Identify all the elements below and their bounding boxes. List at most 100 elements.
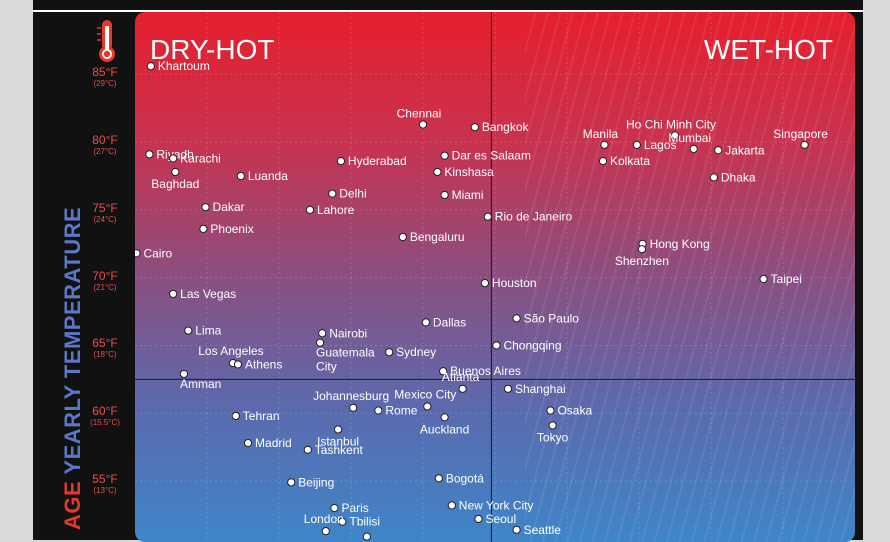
- data-point[interactable]: [386, 349, 393, 356]
- top-border: [33, 0, 863, 12]
- data-point[interactable]: [481, 279, 488, 286]
- data-point[interactable]: [363, 533, 370, 540]
- data-point[interactable]: [715, 147, 722, 154]
- thermometer-icon: [96, 18, 118, 64]
- data-point-label: Amman: [180, 377, 221, 391]
- quadrant-label-dry-hot: DRY-HOT: [150, 34, 274, 66]
- data-point[interactable]: [434, 168, 441, 175]
- data-point[interactable]: [319, 330, 326, 337]
- data-point[interactable]: [419, 121, 426, 128]
- data-point[interactable]: [288, 479, 295, 486]
- data-point-label: Tehran: [243, 409, 280, 423]
- y-tick-label: 60°F(15.5°C): [80, 405, 130, 427]
- data-point-label: Manila: [583, 127, 619, 141]
- data-point[interactable]: [448, 502, 455, 509]
- data-point-label: Houston: [492, 276, 537, 290]
- data-point[interactable]: [504, 385, 511, 392]
- data-point[interactable]: [435, 475, 442, 482]
- data-point[interactable]: [549, 422, 556, 429]
- data-point[interactable]: [170, 155, 177, 162]
- data-point[interactable]: [599, 158, 606, 165]
- data-point[interactable]: [135, 250, 140, 257]
- data-point[interactable]: [244, 439, 251, 446]
- data-point[interactable]: [234, 361, 241, 368]
- data-point[interactable]: [441, 152, 448, 159]
- data-point-label: Tbilisi: [349, 515, 380, 529]
- data-point[interactable]: [601, 141, 608, 148]
- y-tick-fahrenheit: 80°F: [80, 134, 130, 147]
- data-point-label: Jakarta: [725, 143, 765, 157]
- data-point-label: Johannesburg: [313, 389, 389, 403]
- data-point[interactable]: [304, 446, 311, 453]
- data-point[interactable]: [760, 275, 767, 282]
- data-point[interactable]: [337, 158, 344, 165]
- data-point[interactable]: [146, 151, 153, 158]
- data-point[interactable]: [329, 190, 336, 197]
- data-point-label: Dhaka: [721, 170, 756, 184]
- data-point[interactable]: [493, 342, 500, 349]
- y-tick-label: 65°F(18°C): [80, 337, 130, 359]
- y-tick-label: 85°F(29°C): [80, 66, 130, 88]
- data-point-label: Hyderabad: [348, 154, 407, 168]
- data-point-label: Seoul: [485, 512, 516, 526]
- data-point[interactable]: [690, 145, 697, 152]
- data-point-label: Chongqing: [503, 338, 561, 352]
- data-point-label: Lahore: [317, 203, 355, 217]
- data-point[interactable]: [350, 404, 357, 411]
- data-point-label: Cairo: [143, 246, 172, 260]
- data-point[interactable]: [471, 124, 478, 131]
- data-point[interactable]: [801, 141, 808, 148]
- data-point[interactable]: [710, 174, 717, 181]
- data-point[interactable]: [475, 515, 482, 522]
- data-point[interactable]: [441, 414, 448, 421]
- data-point[interactable]: [422, 319, 429, 326]
- data-point[interactable]: [484, 213, 491, 220]
- data-point[interactable]: [547, 407, 554, 414]
- data-point-label: New York City: [459, 498, 534, 512]
- data-point[interactable]: [441, 191, 448, 198]
- data-point-label: Rio de Janeiro: [495, 210, 573, 224]
- data-point-label: Lima: [195, 324, 221, 338]
- data-point[interactable]: [202, 204, 209, 211]
- data-point-label: Rome: [385, 404, 417, 418]
- y-tick-fahrenheit: 60°F: [80, 405, 130, 418]
- y-tick-label: 70°F(21°C): [80, 270, 130, 292]
- data-point[interactable]: [232, 412, 239, 419]
- data-point-label: Osaka: [557, 404, 592, 418]
- data-point-label: Las Vegas: [180, 287, 236, 301]
- data-point-label: Dakar: [213, 200, 245, 214]
- data-point-label: Atlanta: [442, 370, 480, 384]
- data-point[interactable]: [200, 225, 207, 232]
- y-tick-label: 55°F(13°C): [80, 473, 130, 495]
- data-point[interactable]: [306, 206, 313, 213]
- data-point[interactable]: [399, 233, 406, 240]
- data-point-label: Tashkent: [315, 443, 364, 457]
- data-point[interactable]: [513, 315, 520, 322]
- y-tick-fahrenheit: 55°F: [80, 473, 130, 486]
- y-tick-celsius: (13°C): [80, 486, 130, 495]
- data-point[interactable]: [331, 505, 338, 512]
- quadrant-label-wet-hot: WET-HOT: [704, 34, 833, 66]
- data-point-label: Kinshasa: [444, 165, 494, 179]
- data-point-label: Ho Chi Minh City: [626, 117, 716, 131]
- data-point[interactable]: [322, 528, 329, 535]
- data-point[interactable]: [424, 403, 431, 410]
- data-point[interactable]: [172, 168, 179, 175]
- data-point[interactable]: [334, 426, 341, 433]
- data-point-label: Delhi: [339, 187, 366, 201]
- data-point-label: Bogotá: [446, 471, 484, 485]
- data-point[interactable]: [633, 141, 640, 148]
- data-point[interactable]: [375, 407, 382, 414]
- y-tick-celsius: (15.5°C): [80, 418, 130, 427]
- data-point-label: Bangkok: [482, 120, 530, 134]
- data-point[interactable]: [237, 172, 244, 179]
- data-point-label: São Paulo: [524, 311, 580, 325]
- data-point[interactable]: [185, 327, 192, 334]
- data-point-label: Shenzhen: [615, 254, 669, 268]
- data-point[interactable]: [170, 290, 177, 297]
- data-point[interactable]: [459, 385, 466, 392]
- data-point[interactable]: [638, 246, 645, 253]
